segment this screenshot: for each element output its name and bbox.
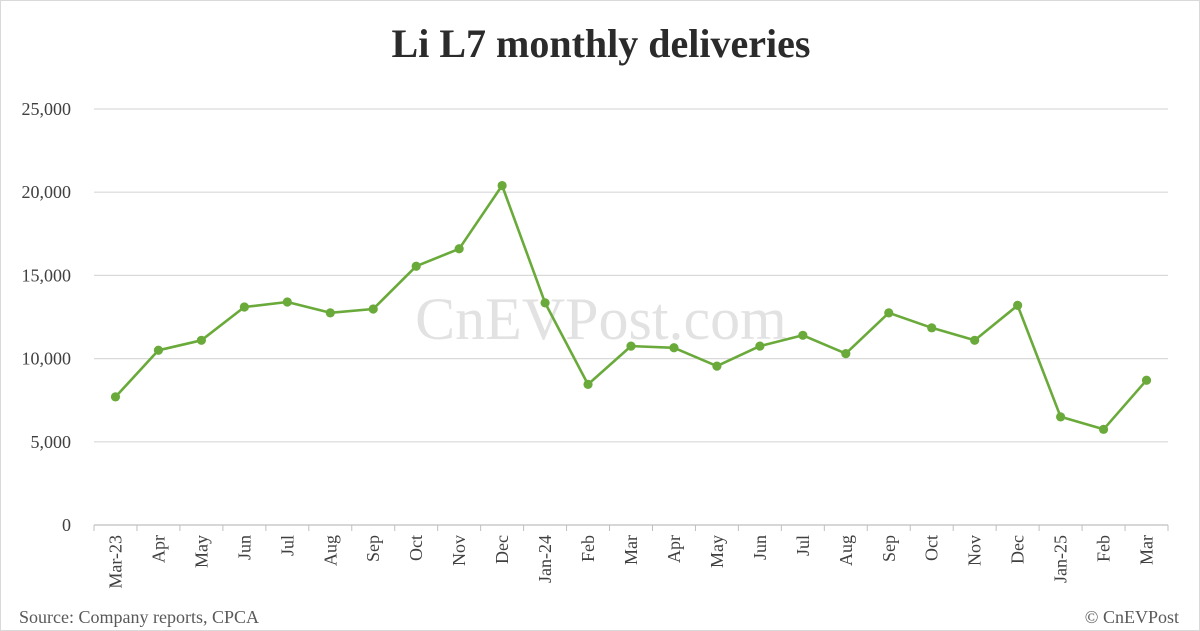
- data-point: [153, 345, 164, 355]
- x-tick-label: Apr: [664, 535, 684, 563]
- watermark: CnEVPost.com: [415, 286, 787, 352]
- data-point: [239, 302, 249, 312]
- data-point: [970, 335, 980, 345]
- x-tick-label: Nov: [965, 535, 985, 566]
- x-tick-label: Feb: [578, 535, 598, 562]
- y-tick-label: 10,000: [22, 349, 72, 369]
- data-point: [325, 308, 335, 318]
- data-point: [669, 343, 679, 353]
- data-point: [454, 244, 464, 254]
- data-point: [411, 261, 421, 271]
- source-note: Source: Company reports, CPCA: [19, 607, 259, 627]
- data-point: [1141, 375, 1152, 385]
- x-tick-label: Oct: [922, 535, 942, 561]
- x-tick-label: Feb: [1094, 535, 1114, 562]
- x-tick-label: Mar-23: [105, 535, 125, 589]
- x-tick-label: Dec: [492, 535, 512, 564]
- y-tick-label: 5,000: [31, 432, 72, 452]
- data-point: [841, 349, 851, 359]
- x-tick-label: Mar: [1137, 535, 1157, 565]
- data-point: [497, 180, 507, 191]
- x-tick-label: May: [707, 535, 727, 568]
- data-point: [927, 323, 937, 333]
- x-tick-label: Nov: [449, 535, 469, 566]
- data-point: [196, 335, 206, 345]
- x-tick-label: Apr: [148, 535, 168, 563]
- data-point: [712, 361, 722, 371]
- x-tick-label: Dec: [1008, 535, 1028, 564]
- x-tick-label: Jan-25: [1051, 535, 1071, 583]
- x-tick-label: Sep: [879, 535, 899, 562]
- data-point: [282, 297, 292, 307]
- y-tick-label: 0: [62, 515, 71, 535]
- data-point: [1013, 300, 1023, 310]
- data-point: [368, 304, 378, 314]
- data-point: [583, 379, 593, 389]
- x-tick-label: Jun: [234, 535, 254, 560]
- x-tick-label: Jul: [277, 535, 297, 556]
- series-group: [110, 180, 1152, 434]
- data-point: [755, 341, 765, 351]
- data-point: [540, 298, 550, 308]
- x-tick-label: Jul: [793, 535, 813, 556]
- x-tick-label: Sep: [363, 535, 383, 562]
- x-tick-label: Oct: [406, 535, 426, 561]
- x-axis: Mar-23 Apr May Jun Jul Aug Sep Oct Nov Dec Jan-24 F…: [93, 524, 1169, 589]
- x-tick-label: Mar: [621, 535, 641, 565]
- copyright-note: © CnEVPost: [1085, 607, 1179, 627]
- data-point: [1056, 412, 1066, 422]
- gridlines: [94, 108, 1168, 443]
- y-tick-label: 15,000: [22, 265, 72, 285]
- x-tick-label: Aug: [836, 535, 856, 566]
- data-point: [110, 392, 121, 402]
- x-tick-label: Jun: [750, 535, 770, 560]
- x-tick-label: Aug: [320, 535, 340, 566]
- data-point: [798, 330, 808, 340]
- chart-title: Li L7 monthly deliveries: [392, 21, 811, 66]
- y-tick-label: 25,000: [22, 99, 72, 119]
- data-point: [626, 341, 636, 351]
- x-tick-label: May: [191, 535, 211, 568]
- data-point: [1098, 424, 1109, 434]
- y-axis-ticks: 0 5,000 10,000 15,000 20,000 25,000: [22, 99, 72, 535]
- data-point: [884, 308, 894, 318]
- x-tick-label: Jan-24: [535, 535, 555, 583]
- y-tick-label: 20,000: [22, 182, 72, 202]
